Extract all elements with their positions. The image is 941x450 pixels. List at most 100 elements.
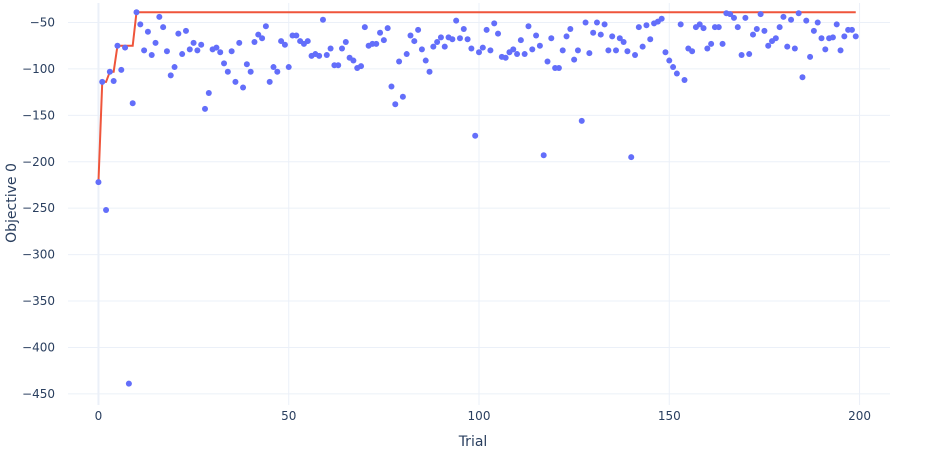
objective-point[interactable] xyxy=(818,35,825,42)
objective-point[interactable] xyxy=(163,48,170,55)
objective-point[interactable] xyxy=(319,16,326,23)
objective-point[interactable] xyxy=(582,19,589,26)
objective-point[interactable] xyxy=(586,50,593,57)
objective-point[interactable] xyxy=(426,68,433,75)
objective-point[interactable] xyxy=(460,25,467,32)
objective-point[interactable] xyxy=(681,77,688,84)
objective-point[interactable] xyxy=(814,19,821,26)
objective-point[interactable] xyxy=(411,38,418,45)
objective-point[interactable] xyxy=(776,24,783,31)
objective-point[interactable] xyxy=(658,15,665,22)
objective-point[interactable] xyxy=(339,45,345,52)
objective-point[interactable] xyxy=(137,21,144,28)
objective-point[interactable] xyxy=(434,38,441,45)
objective-point[interactable] xyxy=(829,34,836,41)
objective-point[interactable] xyxy=(727,11,734,18)
objective-point[interactable] xyxy=(700,25,707,32)
objective-point[interactable] xyxy=(217,49,224,56)
objective-point[interactable] xyxy=(251,38,258,45)
objective-point[interactable] xyxy=(171,64,178,71)
objective-point[interactable] xyxy=(704,45,711,52)
objective-point[interactable] xyxy=(639,43,646,50)
objective-point[interactable] xyxy=(624,48,631,55)
objective-point[interactable] xyxy=(521,51,528,58)
objective-point[interactable] xyxy=(449,36,456,43)
objective-point[interactable] xyxy=(194,47,201,54)
objective-point[interactable] xyxy=(396,58,403,65)
objective-point[interactable] xyxy=(578,117,585,124)
objective-point[interactable] xyxy=(810,27,817,34)
objective-point[interactable] xyxy=(772,35,779,42)
objective-point[interactable] xyxy=(380,37,387,44)
objective-point[interactable] xyxy=(567,25,574,32)
objective-point[interactable] xyxy=(559,47,566,54)
objective-point[interactable] xyxy=(517,37,524,44)
objective-point[interactable] xyxy=(495,30,502,37)
objective-point[interactable] xyxy=(407,32,414,39)
objective-point[interactable] xyxy=(734,24,741,31)
objective-point[interactable] xyxy=(761,27,768,34)
objective-point[interactable] xyxy=(342,38,349,45)
objective-point[interactable] xyxy=(323,51,330,58)
objective-point[interactable] xyxy=(384,25,391,32)
objective-point[interactable] xyxy=(750,31,756,38)
objective-point[interactable] xyxy=(708,40,715,47)
objective-point[interactable] xyxy=(544,58,551,65)
objective-point[interactable] xyxy=(156,13,163,20)
objective-point[interactable] xyxy=(753,25,760,32)
objective-point[interactable] xyxy=(673,70,680,77)
objective-point[interactable] xyxy=(464,36,471,43)
objective-point[interactable] xyxy=(190,39,197,46)
objective-point[interactable] xyxy=(529,46,536,53)
objective-point[interactable] xyxy=(240,84,247,91)
objective-point[interactable] xyxy=(795,10,802,17)
objective-point[interactable] xyxy=(616,35,623,42)
objective-point[interactable] xyxy=(175,30,182,37)
objective-point[interactable] xyxy=(533,32,540,39)
objective-point[interactable] xyxy=(125,380,132,387)
objective-point[interactable] xyxy=(791,45,798,52)
objective-point[interactable] xyxy=(757,11,764,18)
objective-point[interactable] xyxy=(696,21,703,28)
objective-point[interactable] xyxy=(182,27,189,34)
objective-point[interactable] xyxy=(213,44,220,51)
objective-point[interactable] xyxy=(350,57,357,64)
objective-point[interactable] xyxy=(742,14,749,21)
objective-point[interactable] xyxy=(456,35,463,42)
objective-point[interactable] xyxy=(536,42,543,49)
objective-point[interactable] xyxy=(99,78,106,85)
objective-point[interactable] xyxy=(293,32,300,39)
objective-point[interactable] xyxy=(780,13,787,20)
objective-point[interactable] xyxy=(613,47,619,54)
objective-point[interactable] xyxy=(620,38,627,45)
objective-point[interactable] xyxy=(487,47,494,54)
objective-point[interactable] xyxy=(422,57,429,64)
objective-point[interactable] xyxy=(335,62,342,69)
objective-point[interactable] xyxy=(765,42,772,49)
objective-point[interactable] xyxy=(730,14,737,21)
objective-point[interactable] xyxy=(160,24,167,31)
objective-point[interactable] xyxy=(571,56,578,63)
objective-point[interactable] xyxy=(262,23,269,30)
objective-point[interactable] xyxy=(837,47,844,54)
objective-point[interactable] xyxy=(601,21,608,28)
objective-point[interactable] xyxy=(198,41,205,48)
objective-point[interactable] xyxy=(392,101,399,108)
objective-point[interactable] xyxy=(609,33,616,40)
objective-point[interactable] xyxy=(358,63,365,70)
objective-point[interactable] xyxy=(605,47,612,54)
objective-point[interactable] xyxy=(788,16,795,23)
objective-point[interactable] xyxy=(555,64,562,71)
objective-point[interactable] xyxy=(179,51,186,58)
objective-point[interactable] xyxy=(635,24,642,31)
objective-point[interactable] xyxy=(738,51,745,58)
objective-point[interactable] xyxy=(285,64,292,71)
objective-point[interactable] xyxy=(243,61,250,68)
objective-point[interactable] xyxy=(205,90,212,97)
objective-point[interactable] xyxy=(110,77,117,84)
objective-point[interactable] xyxy=(597,31,604,38)
objective-point[interactable] xyxy=(784,43,791,50)
objective-point[interactable] xyxy=(274,68,281,75)
objective-point[interactable] xyxy=(689,48,696,55)
objective-point[interactable] xyxy=(593,19,600,26)
